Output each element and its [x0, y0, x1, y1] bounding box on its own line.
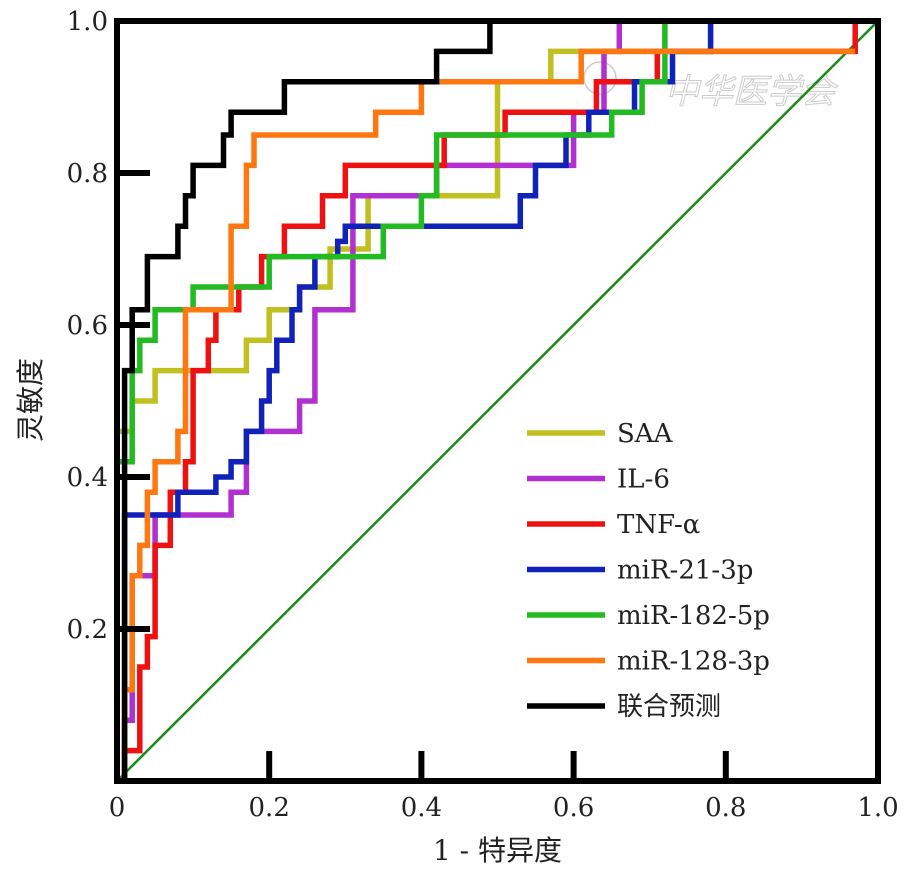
series-line-6	[117, 48, 856, 784]
series-line-5	[114, 18, 878, 781]
x-tick-label: 0	[109, 793, 126, 823]
x-axis-title: 1 - 特异度	[433, 834, 562, 867]
legend-label: SAA	[617, 419, 674, 449]
x-tick-label: 0.8	[705, 793, 746, 823]
y-tick-label: 0.2	[67, 615, 108, 645]
watermark-logo-icon	[583, 61, 617, 95]
y-tick-label: 1.0	[67, 7, 108, 37]
legend-label: miR-128-3p	[617, 647, 770, 677]
legend-label: miR-21-3p	[617, 556, 753, 586]
plot-frame	[114, 18, 881, 784]
legend-label: 联合预测	[617, 692, 721, 722]
x-tick-label: 0.2	[249, 793, 290, 823]
legend-label: IL-6	[617, 465, 670, 495]
legend-label: TNF-α	[617, 510, 700, 540]
y-tick-label: 0.4	[67, 463, 108, 493]
series-line-7	[117, 18, 878, 784]
legend-label: miR-182-5p	[617, 601, 770, 631]
y-axis-title: 灵敏度	[14, 358, 47, 442]
reference-diagonal-line	[116, 20, 879, 782]
x-tick-label: 0.4	[401, 793, 442, 823]
y-tick-label: 0.6	[67, 311, 108, 341]
y-tick-label: 0.8	[67, 159, 108, 189]
watermark-text: 中华医学会	[665, 72, 839, 112]
x-tick-label: 0.6	[553, 793, 594, 823]
x-tick-label: 1.0	[857, 793, 898, 823]
